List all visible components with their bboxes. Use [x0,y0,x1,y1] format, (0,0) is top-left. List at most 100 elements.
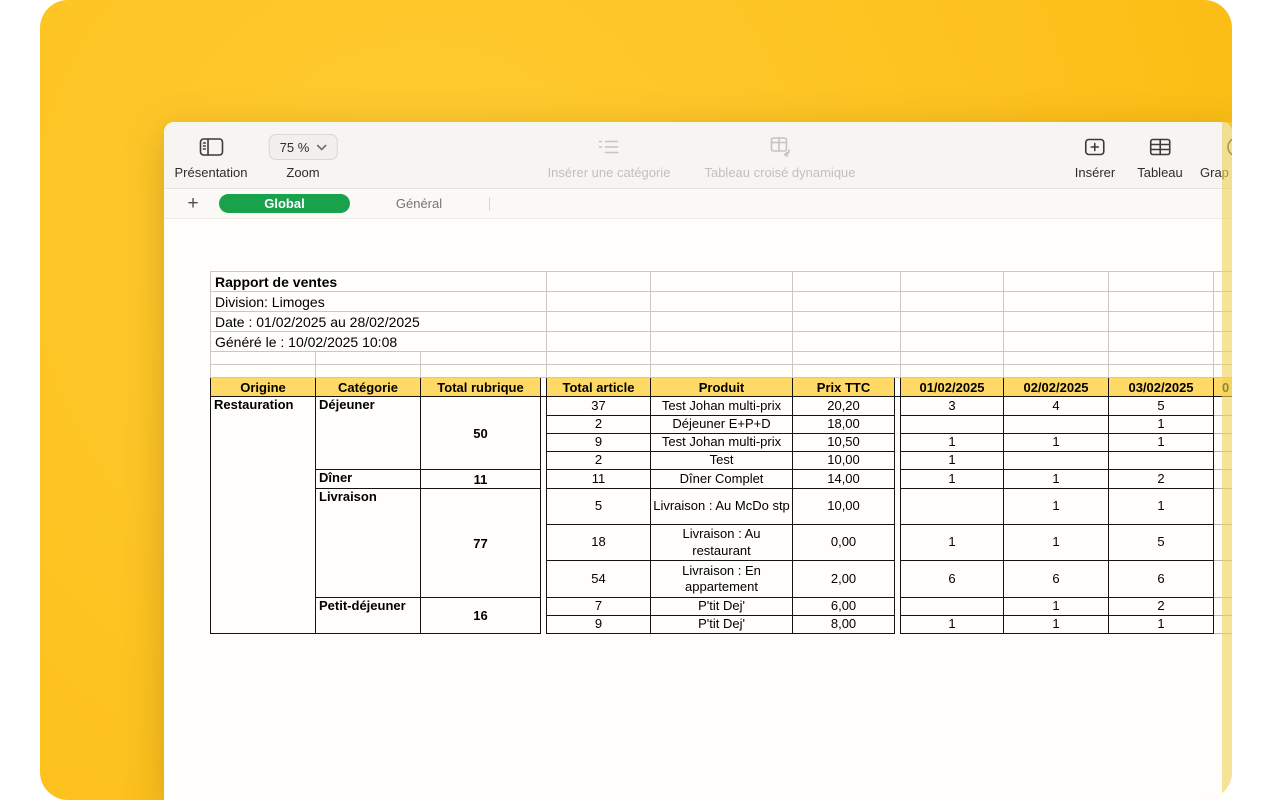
qty-cell[interactable]: 5 [1108,396,1215,416]
prix-cell[interactable]: 8,00 [792,615,896,634]
total-rubrique-cell[interactable]: 11 [420,469,541,489]
qty-cell[interactable]: 1 [1003,488,1110,525]
prix-cell[interactable]: 18,00 [792,415,896,434]
header-total-rubrique[interactable]: Total rubrique [420,377,541,397]
qty-cell[interactable]: 1 [1108,433,1215,452]
header-date-1[interactable]: 01/02/2025 [900,377,1005,397]
produit-cell[interactable]: Test Johan multi-prix [650,433,794,452]
total-rubrique-cell[interactable]: 16 [420,597,541,634]
categorie-cell[interactable]: Dîner [315,469,421,489]
qty-cell[interactable]: 1 [1003,524,1110,561]
total-article-cell[interactable]: 2 [546,415,652,434]
header-date-3[interactable]: 03/02/2025 [1108,377,1215,397]
qty-cell[interactable]: 1 [1003,433,1110,452]
origine-cell[interactable]: Restauration [210,396,316,634]
generated-cell[interactable]: Généré le : 10/02/2025 10:08 [209,331,548,352]
pivot-table-label: Tableau croisé dynamique [704,165,856,180]
qty-cell[interactable]: 2 [1108,469,1215,489]
qty-cell[interactable]: 1 [1108,615,1215,634]
tab-global[interactable]: Global [219,194,350,213]
total-article-cell[interactable]: 9 [546,433,652,452]
produit-cell[interactable]: Test Johan multi-prix [650,396,794,416]
add-sheet-button[interactable]: + [187,193,199,214]
qty-cell[interactable]: 6 [1108,560,1215,598]
date-range-cell[interactable]: Date : 01/02/2025 au 28/02/2025 [209,311,548,332]
zoom-control[interactable]: 75 % Zoom [268,132,338,180]
qty-cell[interactable] [900,415,1005,434]
header-categorie[interactable]: Catégorie [315,377,421,397]
produit-cell[interactable]: Livraison : En appartement [650,560,794,598]
qty-cell[interactable]: 1 [900,615,1005,634]
total-article-cell[interactable]: 18 [546,524,652,561]
prix-cell[interactable]: 2,00 [792,560,896,598]
produit-cell[interactable]: Dîner Complet [650,469,794,489]
total-article-cell[interactable]: 37 [546,396,652,416]
header-origine[interactable]: Origine [210,377,316,397]
prix-cell[interactable]: 0,00 [792,524,896,561]
qty-cell[interactable] [1003,415,1110,434]
total-rubrique-cell[interactable]: 50 [420,396,541,470]
total-article-cell[interactable]: 5 [546,488,652,525]
tab-separator [489,197,490,211]
produit-cell[interactable]: Test [650,451,794,470]
prix-cell[interactable]: 14,00 [792,469,896,489]
chart-label: Grap [1200,165,1229,180]
categorie-cell[interactable]: Déjeuner [315,396,421,470]
categorie-cell[interactable]: Petit-déjeuner [315,597,421,634]
zoom-label: Zoom [286,165,320,180]
qty-cell[interactable]: 1 [1003,615,1110,634]
prix-cell[interactable]: 10,00 [792,488,896,525]
qty-cell[interactable]: 5 [1108,524,1215,561]
produit-cell[interactable]: P'tit Dej' [650,615,794,634]
qty-cell[interactable] [1108,451,1215,470]
total-article-cell[interactable]: 7 [546,597,652,616]
produit-cell[interactable]: Déjeuner E+P+D [650,415,794,434]
qty-cell[interactable]: 1 [900,451,1005,470]
header-produit[interactable]: Produit [650,377,794,397]
pivot-table-button: Tableau croisé dynamique [704,132,856,180]
qty-cell[interactable]: 3 [900,396,1005,416]
produit-cell[interactable]: P'tit Dej' [650,597,794,616]
total-article-cell[interactable]: 2 [546,451,652,470]
qty-cell[interactable]: 1 [900,469,1005,489]
qty-cell[interactable]: 6 [1003,560,1110,598]
division-cell[interactable]: Division: Limoges [209,291,548,312]
table-row: 9 P'tit Dej' 8,00 1 1 1 [211,615,1232,634]
total-article-cell[interactable]: 11 [546,469,652,489]
qty-cell[interactable]: 1 [1003,597,1110,616]
qty-cell[interactable] [1003,451,1110,470]
qty-cell[interactable]: 1 [900,524,1005,561]
qty-cell[interactable]: 2 [1108,597,1215,616]
header-prix[interactable]: Prix TTC [792,377,896,397]
qty-cell[interactable] [900,488,1005,525]
qty-cell[interactable]: 6 [900,560,1005,598]
qty-cell[interactable]: 4 [1003,396,1110,416]
zoom-level-button[interactable]: 75 % [268,134,338,160]
prix-cell[interactable]: 6,00 [792,597,896,616]
insert-category-button: Insérer une catégorie [547,132,671,180]
header-total-article[interactable]: Total article [546,377,652,397]
total-article-cell[interactable]: 9 [546,615,652,634]
qty-cell[interactable]: 1 [900,433,1005,452]
insert-category-label: Insérer une catégorie [547,165,671,180]
prix-cell[interactable]: 20,20 [792,396,896,416]
prix-cell[interactable]: 10,50 [792,433,896,452]
prix-cell[interactable]: 10,00 [792,451,896,470]
produit-cell[interactable]: Livraison : Au McDo stp [650,488,794,525]
presentation-button[interactable]: Présentation [175,132,248,180]
qty-cell[interactable]: 1 [1108,415,1215,434]
total-article-cell[interactable]: 54 [546,560,652,598]
qty-cell[interactable] [900,597,1005,616]
tab-general[interactable]: Général [395,196,443,211]
qty-cell[interactable]: 1 [1108,488,1215,525]
report-title-cell[interactable]: Rapport de ventes [209,271,548,292]
table-row: Restauration Déjeuner 50 37 Test Johan m… [210,396,1232,634]
qty-cell[interactable]: 1 [1003,469,1110,489]
toolbar: Présentation 75 % Zoom [164,122,1232,189]
categorie-cell[interactable]: Livraison [315,488,421,598]
insert-button[interactable]: Insérer [1075,132,1115,180]
header-date-2[interactable]: 02/02/2025 [1003,377,1110,397]
table-button[interactable]: Tableau [1137,132,1183,180]
total-rubrique-cell[interactable]: 77 [420,488,541,598]
produit-cell[interactable]: Livraison : Au restaurant [650,524,794,561]
